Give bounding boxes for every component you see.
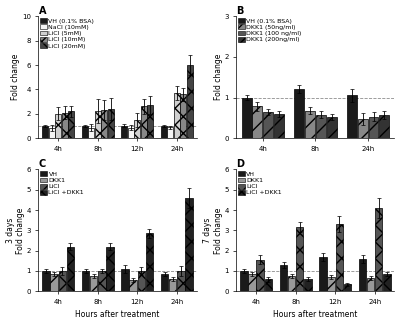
Bar — [50, 274, 58, 291]
Legend: VH, DKK1, LiCl, LiCl +DKK1: VH, DKK1, LiCl, LiCl +DKK1 — [238, 171, 283, 196]
Bar — [319, 257, 327, 291]
Bar — [49, 128, 55, 138]
Bar — [62, 112, 68, 138]
Bar — [106, 247, 114, 291]
Bar — [141, 107, 147, 138]
X-axis label: Hours after treatment: Hours after treatment — [273, 310, 358, 319]
Y-axis label: 3 days
Fold change: 3 days Fold change — [6, 207, 25, 254]
Bar — [305, 111, 315, 138]
Bar — [68, 111, 74, 138]
Bar — [296, 227, 304, 291]
X-axis label: Hours after treatment: Hours after treatment — [75, 310, 160, 319]
Bar — [316, 115, 326, 138]
Bar — [67, 247, 74, 291]
Bar — [358, 119, 368, 138]
Bar — [264, 279, 272, 291]
Bar — [146, 233, 153, 291]
Bar — [95, 111, 101, 138]
Bar — [167, 127, 173, 138]
Bar — [304, 279, 312, 291]
Y-axis label: Fold change: Fold change — [214, 54, 223, 100]
Bar — [344, 284, 351, 291]
Bar — [55, 114, 61, 138]
Bar — [174, 93, 180, 138]
Bar — [240, 271, 248, 291]
Bar — [288, 276, 295, 291]
Bar — [128, 128, 134, 138]
Bar — [42, 126, 48, 138]
Bar — [82, 271, 89, 291]
Bar — [263, 112, 273, 138]
Text: B: B — [236, 6, 244, 16]
Bar — [256, 260, 264, 291]
Bar — [294, 89, 304, 138]
Text: C: C — [38, 159, 46, 169]
Bar — [242, 98, 252, 138]
Bar — [134, 120, 140, 138]
Bar — [187, 65, 193, 138]
Legend: VH (0.1% BSA), DKK1 (50ng/ml), DKK1 (100 ng/ml), DKK1 (200ng/ml): VH (0.1% BSA), DKK1 (50ng/ml), DKK1 (100… — [238, 18, 302, 43]
Bar — [161, 126, 167, 138]
Bar — [161, 274, 168, 291]
Legend: VH, DKK1, LiCl, LiCl +DKK1: VH, DKK1, LiCl, LiCl +DKK1 — [40, 171, 85, 196]
Bar — [147, 105, 153, 138]
Text: A: A — [38, 6, 46, 16]
Bar — [121, 126, 127, 138]
Bar — [130, 280, 137, 291]
Bar — [248, 274, 256, 291]
Bar — [82, 126, 88, 138]
Bar — [42, 271, 50, 291]
Y-axis label: Fold change: Fold change — [12, 54, 20, 100]
Bar — [367, 278, 374, 291]
Bar — [347, 96, 357, 138]
Bar — [368, 117, 378, 138]
Y-axis label: 7 days
Fold change: 7 days Fold change — [204, 207, 223, 254]
Bar — [328, 277, 335, 291]
Bar — [336, 224, 343, 291]
Bar — [101, 110, 107, 138]
Bar — [327, 117, 336, 138]
Bar — [252, 107, 262, 138]
Bar — [90, 276, 98, 291]
Bar — [375, 208, 382, 291]
Bar — [121, 269, 129, 291]
Bar — [379, 115, 389, 138]
Bar — [185, 198, 193, 291]
Bar — [180, 94, 186, 138]
Bar — [138, 271, 145, 291]
Bar — [169, 279, 176, 291]
Bar — [58, 271, 66, 291]
Bar — [359, 259, 366, 291]
Bar — [98, 271, 106, 291]
Bar — [177, 271, 184, 291]
Bar — [383, 274, 390, 291]
Text: D: D — [236, 159, 244, 169]
Bar — [274, 114, 284, 138]
Bar — [280, 265, 287, 291]
Bar — [108, 109, 114, 138]
Legend: VH (0.1% BSA), NaCl (10mM), LiCl (5mM), LiCl (10mM), LiCl (20mM): VH (0.1% BSA), NaCl (10mM), LiCl (5mM), … — [40, 18, 95, 49]
Bar — [88, 128, 94, 138]
